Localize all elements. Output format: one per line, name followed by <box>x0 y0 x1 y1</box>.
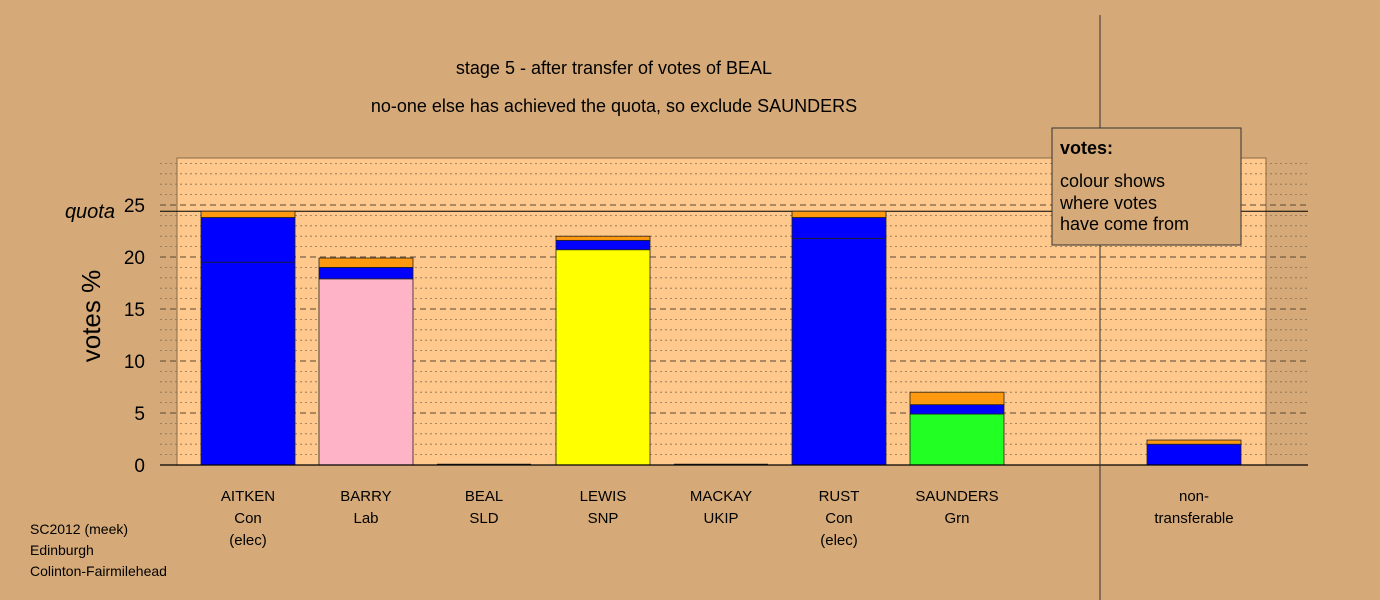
x-label-party: Grn <box>944 510 969 527</box>
bar-segment-lewis-1 <box>555 239 651 251</box>
bar-segment-barry-0 <box>318 278 414 466</box>
x-label-name: AITKEN <box>221 488 275 505</box>
x-label-name: BARRY <box>340 488 391 505</box>
legend-line-1: colour shows <box>1060 171 1165 191</box>
bar-segment-aitken-2 <box>200 210 296 218</box>
bars <box>200 210 1242 466</box>
bar-segment-aitken-1 <box>200 217 296 263</box>
x-label-status: (elec) <box>820 532 858 549</box>
bar-segment-saunders-2 <box>909 391 1005 406</box>
bar-segment-rust-2 <box>791 210 887 218</box>
x-axis-labels: AITKEN Con (elec) BARRY Lab BEAL SLD LEWIS SNP MA… <box>221 488 1234 549</box>
bar-segment-non-0 <box>1146 443 1242 466</box>
x-label-name: MACKAY <box>690 488 752 505</box>
chart-title: stage 5 - after transfer of votes of BEA… <box>456 58 772 78</box>
footer-line-3: Colinton-Fairmilehead <box>30 563 167 579</box>
x-label-party: UKIP <box>703 510 738 527</box>
y-axis-label: votes % <box>76 270 106 363</box>
x-label-party: SLD <box>469 510 498 527</box>
x-label-party: Con <box>234 510 262 527</box>
x-label-party: Lab <box>353 510 378 527</box>
y-tick-label: 5 <box>134 404 145 425</box>
x-label-name: SAUNDERS <box>915 488 998 505</box>
bar-segment-saunders-1 <box>909 404 1005 415</box>
legend-title: votes: <box>1060 138 1113 158</box>
legend-box <box>1051 127 1242 246</box>
bar-segment-aitken-0 <box>200 261 296 466</box>
bar-segment-rust-0 <box>791 237 887 466</box>
footer-line-2: Edinburgh <box>30 542 94 558</box>
y-tick-label: 0 <box>134 456 145 477</box>
legend: votes: colour shows where votes have com… <box>1051 127 1242 246</box>
bar-segment-lewis-0 <box>555 249 651 466</box>
bar-segment-rust-1 <box>791 217 887 239</box>
y-tick-label: 15 <box>124 300 145 321</box>
x-label-party: Con <box>825 510 853 527</box>
bar-segment-barry-2 <box>318 257 414 268</box>
y-tick-label: 10 <box>124 352 145 373</box>
y-tick-label: 20 <box>124 248 145 269</box>
quota-label: quota <box>65 201 115 223</box>
x-label-name: BEAL <box>465 488 503 505</box>
legend-line-3: have come from <box>1060 214 1189 234</box>
x-label-party: SNP <box>588 510 619 527</box>
y-axis-ticks: 0 5 10 15 20 25 <box>124 196 145 477</box>
chart-subtitle: no-one else has achieved the quota, so e… <box>371 96 857 116</box>
x-label-name: RUST <box>819 488 860 505</box>
bar-segment-saunders-0 <box>909 413 1005 466</box>
x-label-status: (elec) <box>229 532 267 549</box>
x-label-name: LEWIS <box>580 488 627 505</box>
footer-line-1: SC2012 (meek) <box>30 521 128 537</box>
bar-segment-lewis-2 <box>555 235 651 241</box>
x-label-party: transferable <box>1154 510 1233 527</box>
legend-line-2: where votes <box>1059 193 1157 213</box>
bar-segment-non-1 <box>1146 439 1242 445</box>
x-label-name: non- <box>1179 488 1209 505</box>
bar-segment-barry-1 <box>318 266 414 280</box>
y-tick-label: 25 <box>124 196 145 217</box>
